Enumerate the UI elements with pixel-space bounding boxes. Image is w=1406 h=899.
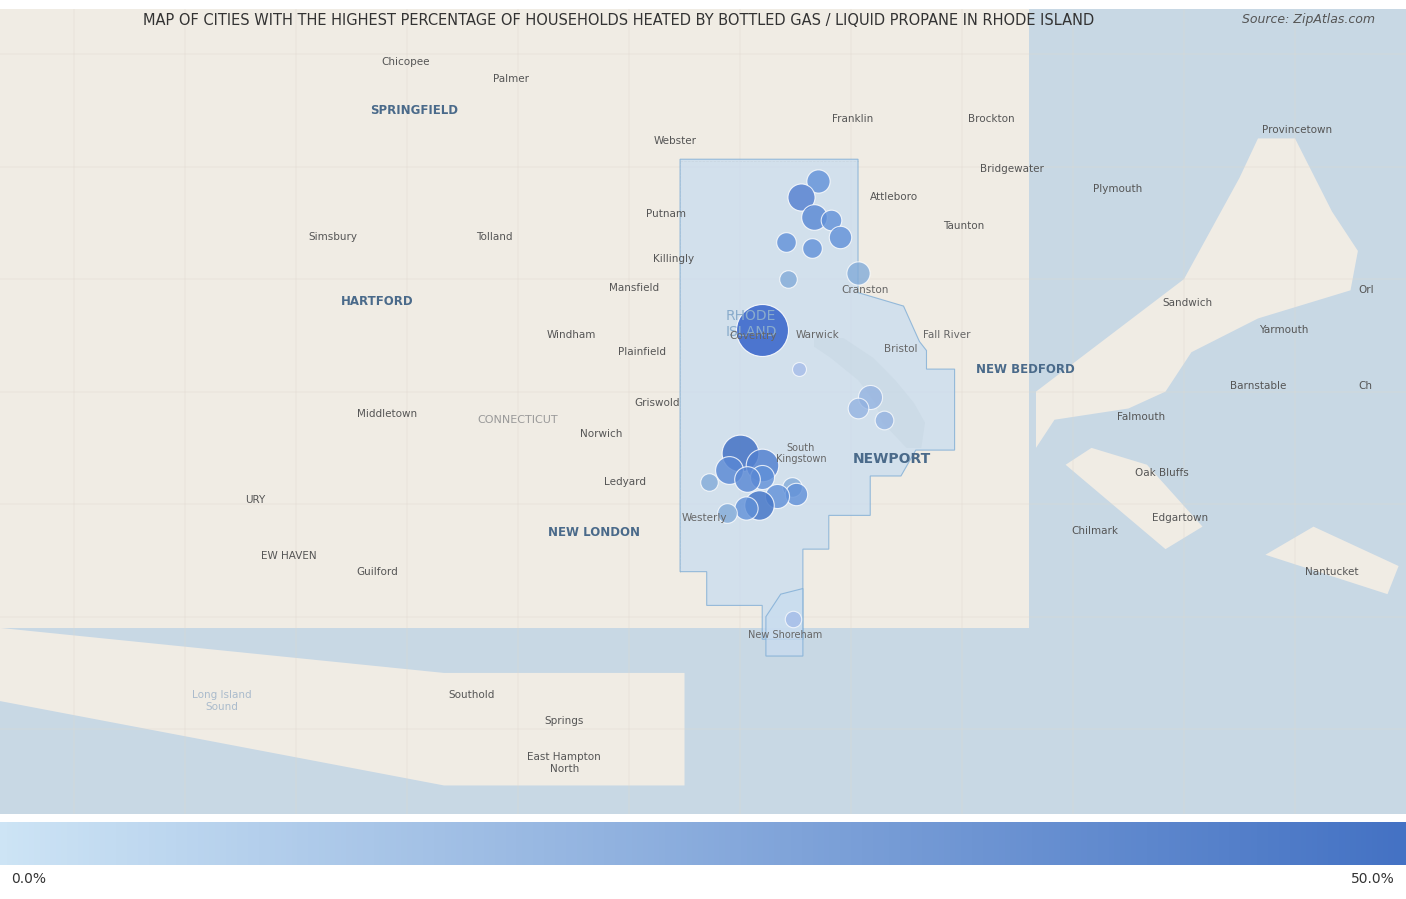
Text: NEWPORT: NEWPORT [852,452,931,466]
Text: Coventry: Coventry [730,332,776,342]
Text: CONNECTICUT: CONNECTICUT [478,414,558,424]
Point [778,271,800,286]
Point [848,266,870,280]
Text: East Hampton
North: East Hampton North [527,752,602,774]
Text: HARTFORD: HARTFORD [342,295,413,308]
Text: Windham: Windham [547,330,596,341]
Text: Ledyard: Ledyard [605,476,647,486]
Bar [1029,9,1406,628]
Text: Edgartown: Edgartown [1153,513,1208,523]
Text: Southold: Southold [449,690,495,700]
Text: Attleboro: Attleboro [869,192,918,202]
Text: NEW LONDON: NEW LONDON [548,526,640,539]
Polygon shape [681,159,955,639]
Polygon shape [766,589,803,656]
Point [801,241,824,255]
Text: Plainfield: Plainfield [619,347,666,357]
Point [737,472,759,486]
Text: SPRINGFIELD: SPRINGFIELD [370,103,458,117]
Polygon shape [0,628,685,786]
Point [747,498,769,512]
Point [697,475,720,489]
Point [751,458,773,472]
Text: Plymouth: Plymouth [1092,184,1142,194]
Text: Brockton: Brockton [969,113,1015,124]
Text: Guilford: Guilford [357,566,398,576]
Text: NEW BEDFORD: NEW BEDFORD [976,362,1074,376]
Polygon shape [1265,527,1399,594]
Text: 0.0%: 0.0% [11,872,46,886]
Text: Nantucket: Nantucket [1305,566,1358,576]
Point [782,611,804,626]
Text: 50.0%: 50.0% [1351,872,1395,886]
Text: Webster: Webster [654,137,697,147]
Point [734,501,756,515]
Text: Yarmouth: Yarmouth [1260,325,1309,334]
Text: Simsbury: Simsbury [308,232,357,242]
Text: Provincetown: Provincetown [1261,125,1331,135]
Text: Chilmark: Chilmark [1071,526,1119,536]
Text: Killingly: Killingly [652,254,695,264]
Text: RHODE
ISLAND: RHODE ISLAND [725,309,778,339]
Text: New Shoreham: New Shoreham [748,630,823,640]
Text: Westerly: Westerly [682,513,727,523]
Point [785,487,807,502]
Text: Falmouth: Falmouth [1118,412,1166,422]
Text: Fall River: Fall River [924,330,972,341]
Text: MAP OF CITIES WITH THE HIGHEST PERCENTAGE OF HOUSEHOLDS HEATED BY BOTTLED GAS / : MAP OF CITIES WITH THE HIGHEST PERCENTAG… [143,13,1094,29]
Point [717,463,740,477]
Text: Bridgewater: Bridgewater [980,165,1043,174]
Text: Long Island
Sound: Long Island Sound [193,690,252,712]
Text: Cranston: Cranston [842,285,889,295]
Text: Putnam: Putnam [645,209,686,219]
Point [828,229,851,244]
Point [787,362,810,377]
Text: South
Kingstown: South Kingstown [776,442,827,464]
Text: Mansfield: Mansfield [609,282,659,292]
Polygon shape [1036,138,1358,448]
Text: EW HAVEN: EW HAVEN [260,551,316,561]
Point [790,191,813,205]
Text: Ch: Ch [1358,381,1372,391]
Text: Springs: Springs [544,716,583,725]
Text: Sandwich: Sandwich [1163,298,1213,307]
Text: Orl: Orl [1358,285,1374,295]
Point [803,210,825,225]
Text: Norwich: Norwich [581,430,623,440]
Point [858,390,880,405]
Text: URY: URY [245,494,266,504]
Point [775,236,797,250]
Text: Bristol: Bristol [884,344,918,354]
Point [728,446,751,460]
Text: Warwick: Warwick [796,330,839,341]
Text: Chicopee: Chicopee [381,58,429,67]
Point [751,323,773,337]
Text: Griswold: Griswold [634,398,679,408]
Bar [0,628,1406,814]
Text: Palmer: Palmer [492,75,529,85]
Point [751,470,773,485]
Point [807,174,830,188]
Point [873,413,896,427]
Text: Source: ZipAtlas.com: Source: ZipAtlas.com [1241,13,1375,26]
Point [820,213,842,227]
Point [848,401,870,415]
Text: Tolland: Tolland [475,232,512,242]
Polygon shape [1066,448,1202,549]
Point [716,505,738,520]
Text: Taunton: Taunton [943,220,984,231]
Text: Oak Bluffs: Oak Bluffs [1135,468,1188,478]
Polygon shape [814,338,925,448]
Text: Barnstable: Barnstable [1230,381,1286,391]
Point [766,488,789,503]
Text: Franklin: Franklin [832,113,873,124]
Point [780,480,803,494]
Text: Middletown: Middletown [357,409,416,419]
